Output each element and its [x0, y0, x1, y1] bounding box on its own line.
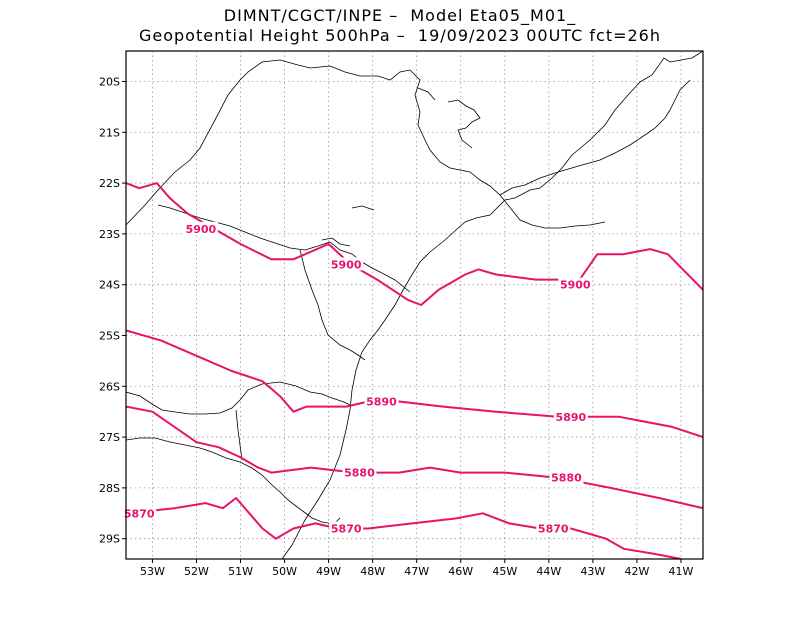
map-background: [126, 51, 703, 559]
lat-tick-label: 29S: [99, 533, 120, 546]
contour-label-5880: 5880: [551, 472, 582, 485]
contour-label-5900: 5900: [331, 258, 362, 271]
state-border-pr-sp: [157, 204, 411, 293]
state-border-pr-sc: [126, 381, 351, 415]
latitude-ticks: 20S 21S 22S 23S 24S 25S 26S 27S 28S 29S: [99, 75, 126, 546]
lat-tick-label: 25S: [99, 329, 120, 342]
contour-label-background: [549, 470, 584, 484]
reservoir-lines: [321, 87, 481, 247]
lon-tick-label: 46W: [448, 565, 473, 578]
map-frame: [125, 50, 704, 560]
lon-tick-label: 42W: [624, 565, 649, 578]
lon-tick-label: 51W: [228, 565, 253, 578]
contour-label-background: [553, 409, 588, 423]
lon-tick-label: 44W: [536, 565, 561, 578]
lat-tick-label: 20S: [99, 75, 120, 88]
lon-tick-label: 45W: [492, 565, 517, 578]
contour-label-background: [558, 277, 593, 291]
lat-tick-label: 27S: [99, 431, 120, 444]
contour-label-background: [122, 506, 157, 520]
contour-label-background: [329, 521, 364, 535]
contour-label-5890: 5890: [366, 396, 397, 409]
lon-tick-label: 47W: [404, 565, 429, 578]
lon-tick-label: 49W: [316, 565, 341, 578]
contour-label-background: [536, 521, 571, 535]
lon-tick-label: 53W: [140, 565, 165, 578]
coastline: [281, 51, 703, 559]
lat-tick-label: 23S: [99, 228, 120, 241]
contour-label-background: [329, 257, 364, 271]
state-border-mg-rj: [499, 194, 606, 229]
lat-tick-label: 22S: [99, 177, 120, 190]
lat-tick-label: 26S: [99, 380, 120, 393]
lat-tick-label: 21S: [99, 126, 120, 139]
contour-label-background: [183, 221, 218, 235]
contour-label-5900: 5900: [560, 279, 591, 292]
interior-border-sc: [235, 409, 243, 461]
contour-label-background: [364, 394, 399, 408]
contour-5900: [126, 182, 703, 306]
longitude-ticks: 53W 52W 51W 50W 49W 48W 47W 46W 45W 44W 43W 42W 41W: [140, 559, 694, 578]
lon-tick-label: 41W: [669, 565, 694, 578]
contour-label-5870: 5870: [331, 523, 362, 536]
contour-label-5880: 5880: [344, 467, 375, 480]
contour-labels: 5900 5900 5900 5890 5890 5880 5880 5870 5870 5870: [122, 221, 593, 536]
contour-label-5890: 5890: [556, 411, 587, 424]
lon-tick-label: 48W: [360, 565, 385, 578]
contour-label-background: [342, 465, 377, 479]
chart-title-line2: Geopotential Height 500hPa – 19/09/2023 …: [138, 26, 661, 45]
state-border-sc-rs: [126, 437, 341, 525]
political-boundaries: [126, 51, 703, 559]
contour-label-5870: 5870: [538, 523, 569, 536]
lon-tick-label: 52W: [184, 565, 209, 578]
chart-title-line1: DIMNT/CGCT/INPE – Model Eta05_M01_: [223, 6, 577, 25]
state-border-ms-sp: [126, 59, 691, 226]
lon-tick-label: 43W: [580, 565, 605, 578]
interior-border-pr: [299, 249, 366, 361]
lat-tick-label: 24S: [99, 279, 120, 292]
lon-tick-label: 50W: [272, 565, 297, 578]
contour-label-5900: 5900: [186, 223, 217, 236]
contour-label-5870: 5870: [124, 507, 155, 520]
lat-tick-label: 28S: [99, 482, 120, 495]
